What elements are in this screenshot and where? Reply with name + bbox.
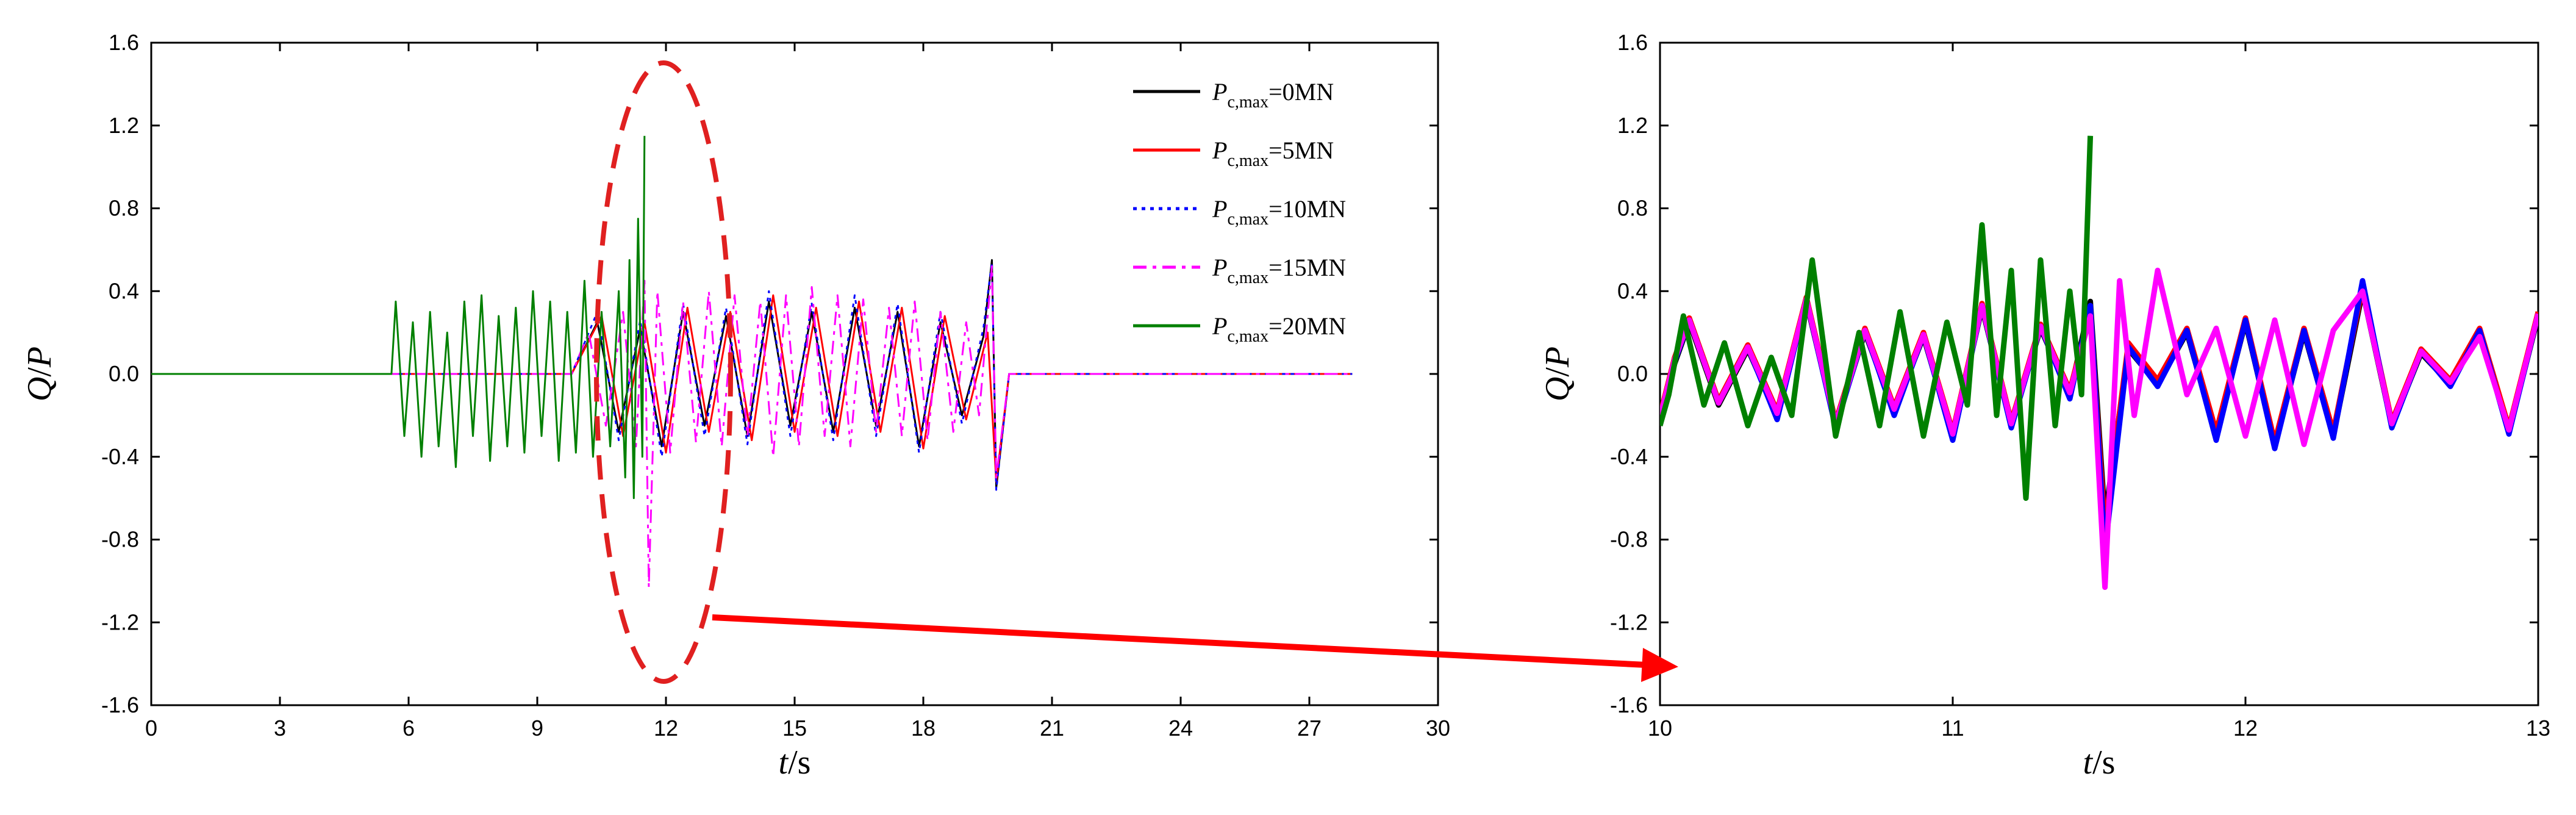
left-y-tick-label: 1.2	[109, 113, 139, 138]
legend-value: =20MN	[1268, 312, 1346, 340]
right-x-tick-label: 11	[1941, 716, 1964, 741]
left-series-2	[151, 261, 1353, 491]
left-y-tick-label: -1.6	[101, 692, 139, 717]
right-x-tick-label: 12	[2233, 716, 2258, 741]
left-x-tick-label: 24	[1168, 716, 1193, 741]
right-y-tick-label: -0.8	[1610, 527, 1648, 552]
left-x-tick-label: 15	[782, 716, 807, 741]
left-series-4	[151, 135, 646, 500]
right-y-tick-label: 1.2	[1617, 113, 1648, 138]
zoom-arrow-line	[712, 614, 1647, 668]
left-y-tick-label: 0.0	[109, 361, 139, 386]
right-y-axis-var: Q	[1539, 377, 1576, 401]
annotations	[594, 60, 1678, 684]
zoom-ellipse	[594, 60, 733, 684]
left-y-tick-label: -1.2	[101, 609, 139, 634]
right-x-axis-var: t	[2083, 744, 2094, 781]
left-x-axis-unit: /s	[788, 744, 810, 781]
legend-value: =15MN	[1268, 254, 1346, 281]
right-y-axis-title: Q/P	[1539, 346, 1576, 401]
left-x-tick-label: 0	[145, 716, 157, 741]
right-y-tick-label: 0.4	[1617, 278, 1648, 303]
right-y-axis-var2: P	[1539, 346, 1576, 368]
legend-sub: c,max	[1227, 268, 1268, 287]
left-x-tick-label: 9	[531, 716, 543, 741]
legend-value: =10MN	[1268, 195, 1346, 223]
right-plot-frame	[1659, 41, 2539, 706]
legend-label-1: Pc,max=5MN	[1212, 137, 1334, 170]
left-y-axis-title: Q/P	[21, 346, 59, 401]
left-x-tick-label: 3	[274, 716, 286, 741]
right-series-4	[1660, 135, 2094, 501]
left-x-tick-label: 18	[911, 716, 936, 741]
zoom-arrow-head	[1641, 648, 1678, 682]
legend-sub: c,max	[1227, 327, 1268, 346]
right-y-tick-label: 0.0	[1617, 361, 1648, 386]
right-y-tick-label: -1.6	[1610, 692, 1648, 717]
right-y-axis-sep: /	[1539, 367, 1576, 377]
left-legend: Pc,max=0MNPc,max=5MNPc,max=10MNPc,max=15…	[1133, 78, 1346, 346]
legend-value: =0MN	[1268, 78, 1334, 106]
right-y-tick-label: 0.8	[1617, 196, 1648, 221]
left-series-group	[151, 135, 1353, 589]
legend-var: P	[1212, 254, 1227, 281]
left-x-tick-label: 30	[1426, 716, 1450, 741]
left-chart: 0 3 6 9 12 15 18 21 24 27 30 1.6 1.2 0.8 0.4 0.0 -0.4 -0.…	[21, 30, 1450, 781]
legend-var: P	[1212, 137, 1227, 164]
right-x-axis-title: t/s	[2083, 744, 2116, 781]
left-y-tick-label: 0.4	[109, 278, 139, 303]
left-x-tick-label: 21	[1040, 716, 1064, 741]
legend-var: P	[1212, 195, 1227, 223]
left-series-1	[151, 294, 1353, 483]
right-x-tick-label: 13	[2526, 716, 2550, 741]
left-y-axis-sep: /	[21, 367, 59, 377]
legend-sub: c,max	[1227, 210, 1268, 229]
left-x-tick-label: 12	[654, 716, 678, 741]
right-y-tick-label: -0.4	[1610, 444, 1648, 469]
left-y-tick-label: 0.8	[109, 196, 139, 221]
legend-label-4: Pc,max=20MN	[1212, 312, 1346, 346]
left-y-tick-label: 1.6	[109, 30, 139, 55]
legend-label-3: Pc,max=15MN	[1212, 254, 1346, 287]
legend-label-0: Pc,max=0MN	[1212, 78, 1334, 112]
legend-sub: c,max	[1227, 151, 1268, 170]
right-x-axis-unit: /s	[2092, 744, 2115, 781]
right-chart: 10 11 12 13 1.6 1.2 0.8 0.4 0.0 -0.4 -0.8 -1.2 -1.6 t…	[1539, 30, 2550, 781]
right-series-3	[1660, 267, 2538, 591]
left-y-tick-label: -0.8	[101, 527, 139, 552]
left-y-tick-label: -0.4	[101, 444, 139, 469]
legend-var: P	[1212, 78, 1227, 106]
left-x-axis-title: t/s	[779, 744, 811, 781]
legend-value: =5MN	[1268, 137, 1334, 164]
right-series-group	[1660, 135, 2538, 591]
right-y-tick-label: 1.6	[1617, 30, 1648, 55]
left-x-tick-label: 6	[402, 716, 415, 741]
left-series-3	[151, 265, 1353, 589]
legend-sub: c,max	[1227, 93, 1268, 112]
left-x-tick-label: 27	[1297, 716, 1322, 741]
legend-var: P	[1212, 312, 1227, 340]
right-y-tick-label: -1.2	[1610, 609, 1648, 634]
legend-label-2: Pc,max=10MN	[1212, 195, 1346, 229]
left-x-axis-var: t	[779, 744, 789, 781]
left-y-axis-var: Q	[21, 377, 59, 401]
left-y-axis-var2: P	[21, 346, 59, 368]
right-x-tick-label: 10	[1648, 716, 1672, 741]
